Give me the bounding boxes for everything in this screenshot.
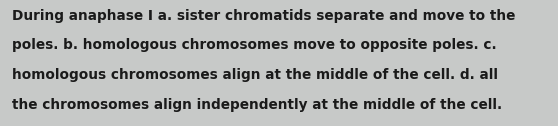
Text: During anaphase I a. sister chromatids separate and move to the: During anaphase I a. sister chromatids s… bbox=[12, 9, 516, 23]
Text: homologous chromosomes align at the middle of the cell. d. all: homologous chromosomes align at the midd… bbox=[12, 68, 498, 82]
Text: poles. b. homologous chromosomes move to opposite poles. c.: poles. b. homologous chromosomes move to… bbox=[12, 38, 497, 52]
Text: the chromosomes align independently at the middle of the cell.: the chromosomes align independently at t… bbox=[12, 98, 502, 112]
